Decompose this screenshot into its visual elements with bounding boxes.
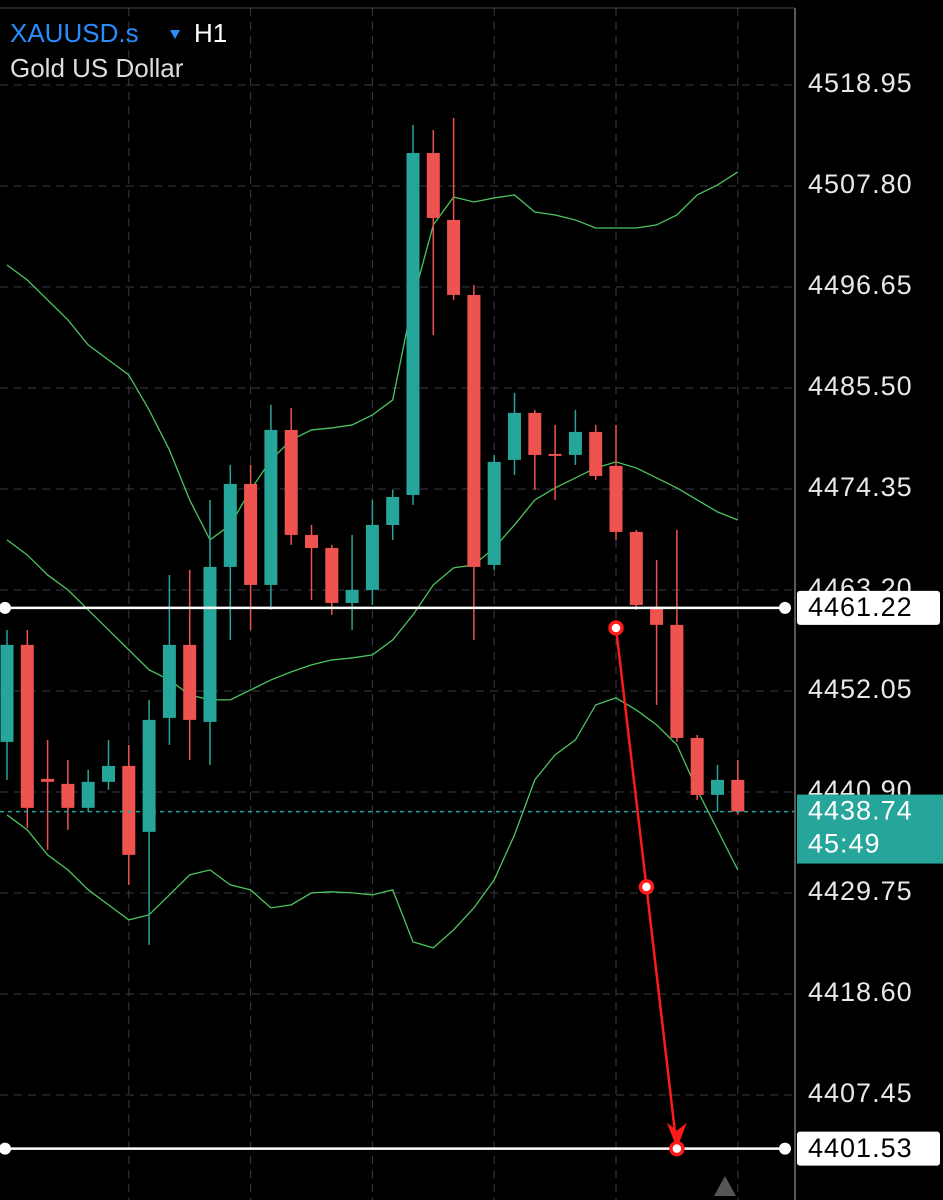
symbol-dropdown[interactable]: [170, 30, 180, 39]
candle-body: [284, 429, 298, 535]
y-tick-label: 4474.35: [808, 472, 913, 502]
candle-body: [609, 465, 623, 532]
candle-body: [447, 219, 461, 295]
countdown: 45:49: [808, 829, 881, 859]
candle-body: [122, 765, 136, 855]
candle-body: [690, 737, 704, 795]
candle-body: [528, 412, 542, 455]
candle-body: [426, 153, 440, 218]
y-tick-label: 4407.45: [808, 1078, 913, 1108]
candle-body: [20, 644, 34, 808]
candle-body: [650, 606, 664, 625]
plot-area: [0, 8, 795, 1200]
candle-body: [365, 524, 379, 590]
y-tick-label: 4418.60: [808, 977, 913, 1007]
candle-body: [61, 783, 75, 808]
candle-body: [325, 547, 339, 603]
price-line-handle: [779, 601, 791, 614]
projection-point: [608, 620, 624, 636]
candle-body: [244, 483, 258, 585]
projection-point: [669, 1140, 685, 1157]
projection-point: [638, 879, 655, 895]
candle-body: [711, 779, 724, 795]
candle-body: [264, 429, 278, 585]
candle-body: [223, 483, 237, 567]
candle-body: [162, 644, 176, 718]
price-line-handle: [0, 601, 11, 614]
bollinger-band: [6, 171, 739, 541]
candle-body: [548, 453, 562, 456]
candle-body: [670, 624, 684, 738]
timeframe: H1: [194, 18, 227, 48]
scroll-indicator[interactable]: [714, 1176, 736, 1196]
bollinger-band: [6, 697, 739, 949]
y-tick-label: 4452.05: [808, 674, 913, 704]
y-tick-label: 4496.65: [808, 270, 913, 300]
candle-body: [305, 534, 318, 548]
candle-body: [629, 531, 643, 605]
price-line-label: 4461.22: [808, 592, 913, 622]
price-line-label: 4401.53: [808, 1133, 913, 1163]
symbol: XAUUSD.s: [10, 18, 139, 48]
candle-body: [102, 765, 115, 782]
candle-body: [183, 644, 197, 720]
candle-body: [508, 412, 521, 460]
last-price-label: 4438.74: [808, 796, 913, 826]
candle-body: [142, 719, 156, 832]
price-line-handle: [779, 1142, 791, 1155]
chart-title: Gold US Dollar: [10, 53, 184, 83]
y-tick-label: 4485.50: [808, 371, 913, 401]
last-price-box: [797, 794, 943, 864]
candle-body: [203, 566, 217, 722]
candle-body: [41, 778, 55, 782]
candle-body: [568, 431, 582, 455]
price-line-handle: [0, 1142, 11, 1155]
projection-arrowhead: [666, 1122, 687, 1149]
y-tick-label: 4507.80: [808, 169, 913, 199]
y-tick-label: 4429.75: [808, 876, 913, 906]
candle-body: [467, 294, 481, 567]
candle-body: [487, 461, 501, 565]
candle-body: [406, 153, 420, 495]
candle-body: [81, 781, 95, 808]
y-tick-label: 4518.95: [808, 68, 913, 98]
candle-body: [589, 431, 603, 476]
candle-body: [731, 779, 745, 812]
candle-body: [345, 589, 359, 603]
candle-body: [0, 644, 14, 742]
candle-body: [386, 496, 400, 525]
price-line-label-box: [797, 1131, 940, 1166]
price-line-label-box: [797, 590, 940, 625]
